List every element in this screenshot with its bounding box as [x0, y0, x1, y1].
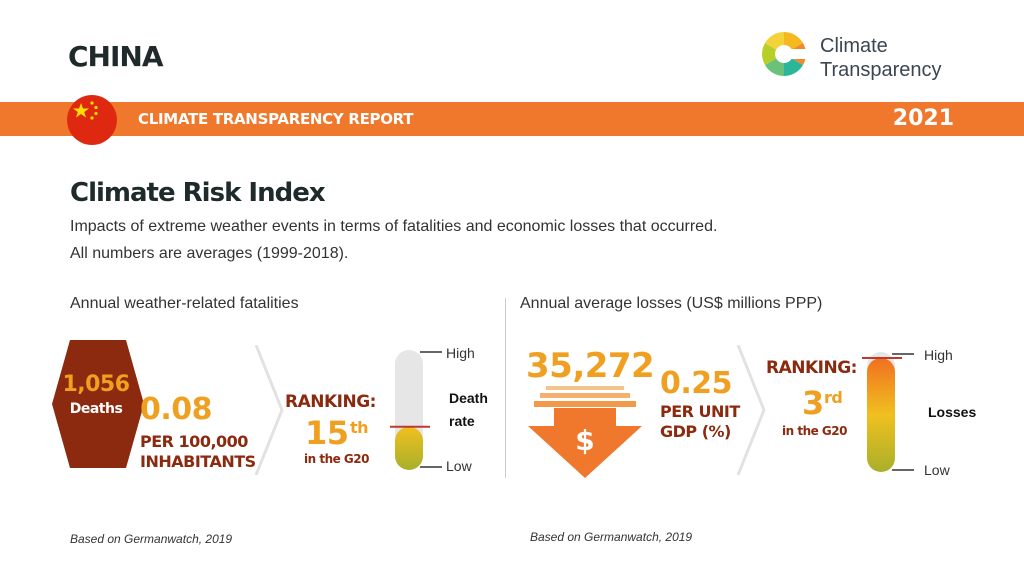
fatalities-source: Based on Germanwatch, 2019 [70, 532, 233, 546]
china-flag-icon [67, 95, 117, 145]
losses-gauge [862, 352, 914, 472]
gauge-title-1: Death [449, 390, 488, 406]
losses-ranking-sub: in the G20 [782, 424, 847, 438]
losses-ranking-value: 3 [802, 384, 824, 422]
chevron-right-icon [736, 345, 766, 475]
gauge-low-label: Low [924, 462, 950, 478]
gauge-low-label: Low [446, 458, 472, 474]
dollar-symbol: $ [575, 424, 594, 457]
country-title: CHINA [68, 40, 164, 73]
losses-per-unit-label-1: PER UNIT [660, 402, 740, 421]
losses-value: 35,272 [526, 346, 655, 386]
gauge-high-label: High [924, 347, 953, 363]
report-title: CLIMATE TRANSPARENCY REPORT [138, 110, 414, 128]
header-band [0, 102, 1024, 136]
death-rate-label-2: INHABITANTS [140, 452, 256, 471]
fatalities-ranking-sub: in the G20 [304, 452, 369, 466]
report-year: 2021 [892, 106, 954, 131]
chevron-right-icon [254, 345, 284, 475]
fatalities-heading: Annual weather-related fatalities [70, 295, 299, 312]
gauge-high-label: High [446, 345, 475, 361]
losses-source: Based on Germanwatch, 2019 [530, 530, 693, 544]
logo-line-1: Climate [820, 35, 888, 57]
death-rate-gauge [390, 350, 442, 470]
fatalities-ranking-label: RANKING: [285, 392, 376, 412]
logo-wordmark: Climate Transparency [820, 34, 942, 82]
section-title: Climate Risk Index [70, 178, 326, 208]
losses-ranking-label: RANKING: [766, 358, 857, 378]
climate-transparency-logo-icon [762, 32, 808, 76]
gauge-fill [395, 426, 423, 470]
losses-per-unit-label-2: GDP (%) [660, 422, 731, 441]
death-rate-label-1: PER 100,000 [140, 432, 248, 451]
death-rate-value: 0.08 [140, 392, 213, 427]
section-description-1: Impacts of extreme weather events in ter… [70, 218, 718, 235]
gauge-title-2: rate [449, 413, 475, 429]
panel-divider [505, 298, 506, 478]
logo-line-2: Transparency [820, 59, 942, 81]
losses-ranking-suffix: rd [824, 388, 843, 407]
gauge-fill [867, 358, 895, 472]
losses-heading: Annual average losses (US$ millions PPP) [520, 295, 823, 312]
dollar-arrow-icon: $ [528, 386, 642, 478]
deaths-value: 1,056 [62, 372, 130, 397]
gauge-title: Losses [928, 404, 977, 420]
fatalities-ranking-value: 15 [305, 414, 349, 452]
deaths-hexagon-shape [52, 340, 144, 468]
section-description-2: All numbers are averages (1999-2018). [70, 245, 349, 262]
losses-per-unit-value: 0.25 [660, 366, 733, 401]
fatalities-ranking-suffix: th [350, 418, 369, 437]
deaths-label: Deaths [69, 401, 123, 417]
